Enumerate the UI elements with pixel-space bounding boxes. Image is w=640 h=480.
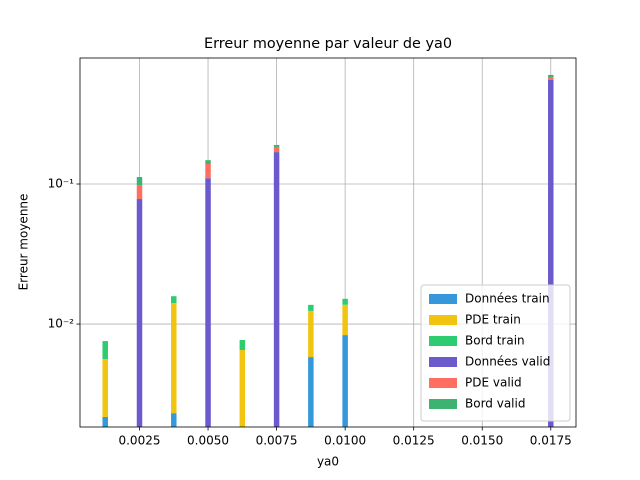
bar bbox=[102, 341, 108, 360]
x-tick-label: 0.0075 bbox=[256, 434, 298, 448]
bar bbox=[205, 160, 211, 164]
bar bbox=[342, 298, 348, 305]
bar bbox=[308, 310, 314, 358]
chart-title: Erreur moyenne par valeur de ya0 bbox=[204, 36, 452, 52]
bar bbox=[136, 177, 143, 185]
bar bbox=[136, 184, 143, 200]
legend-label: Données train bbox=[465, 292, 550, 306]
x-tick-label: 0.0125 bbox=[393, 434, 435, 448]
legend-swatch bbox=[429, 399, 457, 409]
bar bbox=[273, 152, 280, 427]
legend-label: PDE train bbox=[465, 313, 521, 327]
x-tick-label: 0.0150 bbox=[461, 434, 503, 448]
bar bbox=[273, 144, 280, 147]
bar bbox=[171, 296, 177, 304]
bar bbox=[342, 335, 348, 427]
axes-frame bbox=[79, 57, 577, 428]
legend: Données train PDE train Bord train Données … bbox=[420, 284, 571, 422]
bar bbox=[239, 350, 246, 427]
bar bbox=[136, 199, 143, 427]
y-axis-label: Erreur moyenne bbox=[17, 194, 31, 291]
y-tick-label: 10⁻¹ bbox=[48, 177, 75, 191]
bar bbox=[548, 74, 554, 77]
bars bbox=[102, 74, 554, 427]
legend-swatch bbox=[429, 357, 457, 367]
x-tick-label: 0.0100 bbox=[324, 434, 366, 448]
x-tick-label: 0.0050 bbox=[187, 434, 229, 448]
x-axis-label: ya0 bbox=[317, 455, 339, 469]
legend-label: Données valid bbox=[465, 355, 550, 369]
legend-label: Bord train bbox=[465, 334, 525, 348]
bar bbox=[171, 413, 177, 427]
bar bbox=[548, 79, 554, 427]
legend-label: Bord valid bbox=[465, 397, 525, 411]
bar bbox=[102, 416, 108, 427]
bar bbox=[342, 304, 348, 336]
bar bbox=[548, 76, 554, 80]
bar bbox=[205, 178, 211, 427]
bar bbox=[205, 163, 211, 179]
x-tick-label: 0.0025 bbox=[118, 434, 160, 448]
legend-swatch bbox=[429, 294, 457, 304]
bar bbox=[273, 146, 280, 153]
y-tick-label: 10⁻² bbox=[48, 317, 75, 331]
x-tick-label: 0.0175 bbox=[530, 434, 572, 448]
legend-swatch bbox=[429, 336, 457, 346]
legend-label: PDE valid bbox=[465, 376, 522, 390]
bar bbox=[308, 357, 314, 427]
legend-swatch bbox=[429, 315, 457, 325]
bar bbox=[308, 304, 314, 311]
legend-box bbox=[420, 284, 571, 422]
bar bbox=[171, 303, 177, 414]
bar bbox=[239, 340, 246, 351]
legend-swatch bbox=[429, 378, 457, 388]
bar bbox=[102, 359, 108, 417]
